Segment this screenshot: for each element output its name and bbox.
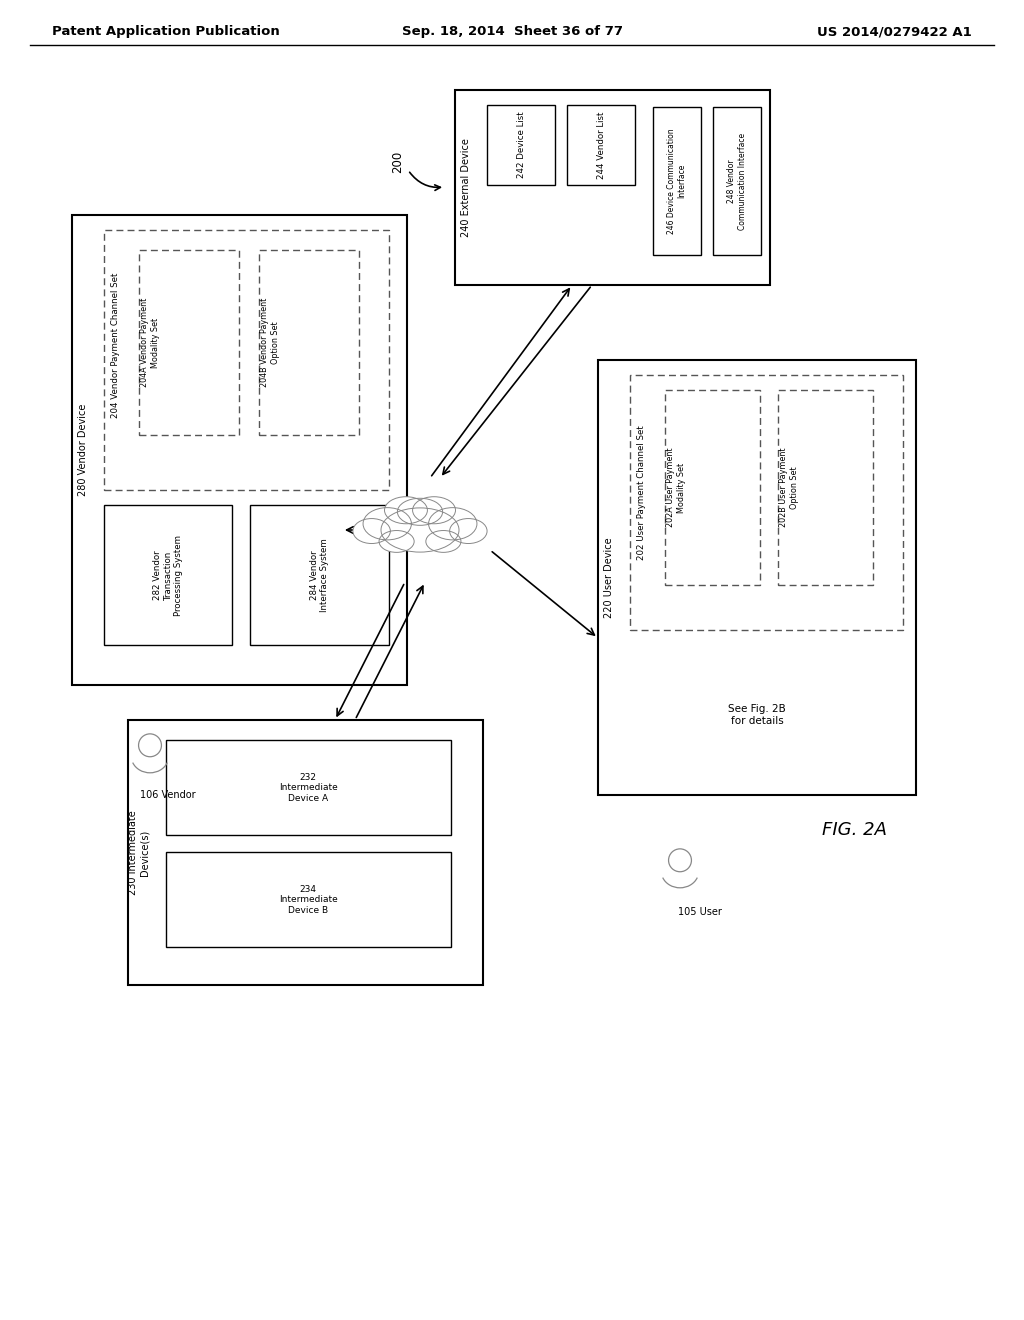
Text: FIG. 2A: FIG. 2A (822, 821, 888, 840)
Text: 105 User: 105 User (678, 907, 722, 917)
Bar (166, 851, 451, 946)
Bar (166, 741, 451, 836)
Bar (455, 90, 770, 285)
Ellipse shape (450, 519, 487, 544)
Text: Patent Application Publication: Patent Application Publication (52, 25, 280, 38)
Ellipse shape (397, 498, 442, 525)
Text: 244 Vendor List: 244 Vendor List (597, 111, 605, 178)
Text: 234
Intermediate
Device B: 234 Intermediate Device B (279, 886, 337, 915)
Ellipse shape (381, 508, 459, 552)
Text: 106 Vendor: 106 Vendor (140, 789, 196, 800)
Text: 280 Vendor Device: 280 Vendor Device (78, 404, 88, 496)
Ellipse shape (429, 508, 477, 540)
Bar (713, 107, 761, 255)
Text: 202A User Payment
Modality Set: 202A User Payment Modality Set (667, 447, 686, 527)
Bar (250, 506, 389, 645)
Ellipse shape (413, 496, 456, 524)
Bar (567, 106, 635, 185)
Text: 202B User Payment
Option Set: 202B User Payment Option Set (779, 447, 799, 527)
Text: See Fig. 2B
for details: See Fig. 2B for details (728, 704, 785, 726)
Text: Sep. 18, 2014  Sheet 36 of 77: Sep. 18, 2014 Sheet 36 of 77 (401, 25, 623, 38)
Text: 204 Vendor Payment Channel Set: 204 Vendor Payment Channel Set (111, 272, 120, 417)
Text: 240 External Device: 240 External Device (461, 139, 471, 236)
Text: 200: 200 (391, 150, 404, 173)
Ellipse shape (364, 508, 412, 540)
Bar (487, 106, 555, 185)
Text: 232
Intermediate
Device A: 232 Intermediate Device A (279, 774, 337, 803)
Bar (139, 249, 239, 436)
Text: 248 Vendor
Communication Interface: 248 Vendor Communication Interface (727, 132, 746, 230)
Bar (598, 360, 916, 795)
Text: 242 Device List: 242 Device List (516, 112, 525, 178)
Bar (653, 107, 701, 255)
Bar (128, 719, 483, 985)
Ellipse shape (379, 531, 414, 552)
Text: 204B Vendor Payment
Option Set: 204B Vendor Payment Option Set (260, 298, 280, 387)
Text: US 2014/0279422 A1: US 2014/0279422 A1 (817, 25, 972, 38)
Text: 230 Intermediate
Device(s): 230 Intermediate Device(s) (128, 810, 150, 895)
Text: 204A Vendor Payment
Modality Set: 204A Vendor Payment Modality Set (140, 298, 160, 387)
Bar (72, 215, 407, 685)
Ellipse shape (353, 519, 390, 544)
Bar (104, 506, 232, 645)
Text: 220 User Device: 220 User Device (604, 537, 614, 618)
Bar (665, 389, 760, 585)
Bar (630, 375, 903, 630)
Text: 202 User Payment Channel Set: 202 User Payment Channel Set (637, 425, 645, 560)
Ellipse shape (384, 496, 427, 524)
Text: 282 Vendor
Transaction
Processing System: 282 Vendor Transaction Processing System (154, 535, 183, 615)
Text: 284 Vendor
Interface System: 284 Vendor Interface System (310, 539, 329, 612)
Bar (778, 389, 873, 585)
Text: 240 Communication
Network(s): 240 Communication Network(s) (375, 515, 466, 535)
Circle shape (669, 849, 691, 871)
Circle shape (138, 734, 162, 756)
Bar (104, 230, 389, 490)
Bar (259, 249, 359, 436)
Text: 246 Device Communication
Interface: 246 Device Communication Interface (668, 128, 687, 234)
Ellipse shape (426, 531, 461, 552)
